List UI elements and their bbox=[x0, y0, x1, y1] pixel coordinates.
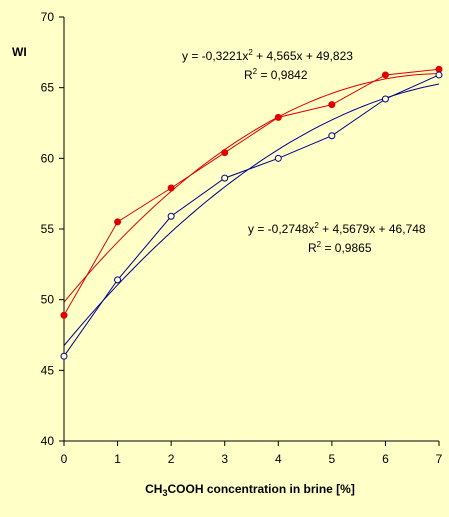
data-point bbox=[328, 101, 336, 109]
series-line-0 bbox=[63, 68, 440, 316]
r2-red-post: = 0,9842 bbox=[257, 68, 308, 82]
data-point bbox=[167, 212, 175, 220]
y-axis-title: WI bbox=[12, 45, 27, 59]
y-tick-label: 55 bbox=[41, 222, 55, 236]
equation-blue-post: + 4,5679x + 46,748 bbox=[319, 222, 426, 236]
y-tick-label: 40 bbox=[41, 434, 55, 448]
y-tick-label: 65 bbox=[41, 81, 55, 95]
equation-red-superscript: 2 bbox=[248, 48, 253, 57]
y-tick-label: 45 bbox=[41, 363, 55, 377]
equation-label-red: y = -0,3221x2 + 4,565x + 49,823 bbox=[182, 48, 353, 63]
series-lines bbox=[63, 68, 440, 357]
r2-blue-pre: R bbox=[308, 241, 317, 255]
x-tick-label: 0 bbox=[61, 452, 68, 466]
equation-label-blue: y = -0,2748x2 + 4,5679x + 46,748 bbox=[248, 221, 426, 236]
r2-label-red: R2 = 0,9842 bbox=[244, 67, 308, 82]
r2-red-pre: R bbox=[244, 68, 253, 82]
r2-label-blue: R2 = 0,9865 bbox=[308, 240, 372, 255]
data-point bbox=[328, 132, 336, 140]
data-point bbox=[381, 71, 389, 79]
y-tick-label: 50 bbox=[41, 293, 55, 307]
x-axis-title-subscript: 3 bbox=[162, 488, 167, 498]
data-point bbox=[435, 71, 443, 79]
x-tick-label: 6 bbox=[382, 452, 389, 466]
data-point bbox=[221, 174, 229, 182]
x-tick-label: 4 bbox=[275, 452, 282, 466]
r2-blue-post: = 0,9865 bbox=[321, 241, 372, 255]
trendlines bbox=[63, 73, 440, 346]
data-point bbox=[381, 95, 389, 103]
data-points bbox=[60, 65, 443, 360]
y-tick-label: 60 bbox=[41, 151, 55, 165]
data-point bbox=[60, 311, 68, 319]
data-point bbox=[114, 276, 122, 284]
x-axis-title: CH3COOH concentration in brine [%] bbox=[145, 482, 355, 498]
x-axis-title-pre: CH bbox=[145, 482, 162, 496]
data-point bbox=[221, 149, 229, 157]
x-tick-label: 2 bbox=[168, 452, 175, 466]
equation-red-pre: y = -0,3221x bbox=[182, 49, 248, 63]
x-tick-label: 3 bbox=[221, 452, 228, 466]
equation-red-post: + 4,565x + 49,823 bbox=[253, 49, 353, 63]
data-point bbox=[274, 113, 282, 121]
data-point bbox=[274, 154, 282, 162]
series-line-1 bbox=[63, 74, 440, 357]
x-tick-label: 5 bbox=[329, 452, 336, 466]
data-point bbox=[167, 184, 175, 192]
data-point bbox=[60, 352, 68, 360]
data-point bbox=[435, 65, 443, 73]
x-axis-title-post: COOH concentration in brine [%] bbox=[168, 482, 355, 496]
trendline-1 bbox=[63, 83, 440, 346]
x-tick-label: 1 bbox=[114, 452, 121, 466]
r2-blue-superscript: 2 bbox=[317, 240, 322, 249]
y-tick-label: 70 bbox=[41, 10, 55, 24]
trendline-0 bbox=[63, 73, 440, 303]
data-point bbox=[114, 218, 122, 226]
equation-blue-pre: y = -0,2748x bbox=[248, 222, 314, 236]
equation-blue-superscript: 2 bbox=[314, 221, 319, 230]
r2-red-superscript: 2 bbox=[253, 67, 258, 76]
x-tick-label: 7 bbox=[436, 452, 443, 466]
